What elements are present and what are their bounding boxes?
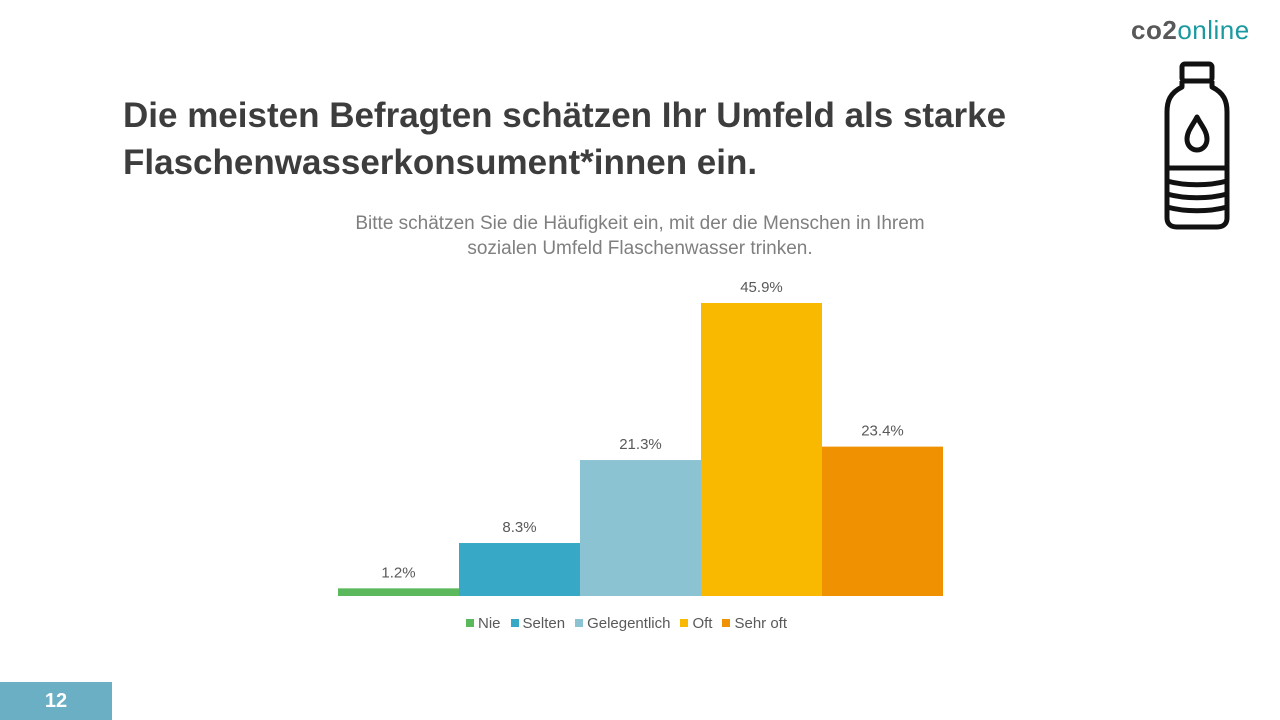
legend-swatch (466, 619, 474, 627)
bar-oft (701, 303, 822, 596)
data-label-sehr-oft: 23.4% (861, 423, 904, 440)
legend-item-gelegentlich: Gelegentlich (575, 615, 670, 632)
legend-label: Oft (692, 614, 713, 632)
legend-label: Nie (478, 614, 501, 632)
data-label-gelegentlich: 21.3% (619, 436, 662, 453)
legend-swatch (510, 619, 519, 627)
chart-legend: Nie Selten Gelegentlich Oft Sehr oft (466, 613, 797, 633)
legend-swatch (575, 619, 584, 627)
slide-title-line-1: Die meisten Befragten schätzen Ihr Umfel… (123, 96, 1007, 135)
legend-swatch (722, 619, 731, 627)
legend-item-selten: Selten (510, 614, 566, 632)
legend-item-nie: Nie (466, 615, 501, 632)
legend-item-sehr-oft: Sehr oft (722, 615, 787, 632)
logo-co2-text: co2 (1131, 15, 1178, 45)
chart-question: Bitte schätzen Sie die Häufigkeit ein, m… (300, 211, 980, 261)
chart-question-line-2: sozialen Umfeld Flaschenwasser trinken. (467, 238, 813, 259)
data-label-nie: 1.2% (381, 564, 415, 581)
co2online-logo: co2online (1131, 14, 1250, 46)
legend-label: Gelegentlich (587, 614, 671, 632)
logo-online-text: online (1177, 15, 1250, 45)
legend-label: Sehr oft (734, 614, 787, 632)
legend-swatch (680, 619, 689, 627)
page-number: 12 (0, 682, 112, 720)
bar-gelegentlich (580, 460, 701, 596)
chart-question-line-1: Bitte schätzen Sie die Häufigkeit ein, m… (355, 213, 925, 234)
water-bottle-icon (1164, 61, 1230, 230)
data-label-selten: 8.3% (502, 519, 536, 536)
legend-item-oft: Oft (680, 615, 712, 632)
data-label-oft: 45.9% (740, 279, 783, 296)
legend-label: Selten (522, 614, 566, 632)
slide-title-line-2: Flaschenwasserkonsument*innen ein. (123, 143, 758, 182)
bar-nie (338, 588, 459, 596)
bar-selten (459, 543, 580, 596)
bar-sehr-oft (822, 446, 943, 596)
slide-title: Die meisten Befragten schätzen Ihr Umfel… (123, 92, 1123, 186)
